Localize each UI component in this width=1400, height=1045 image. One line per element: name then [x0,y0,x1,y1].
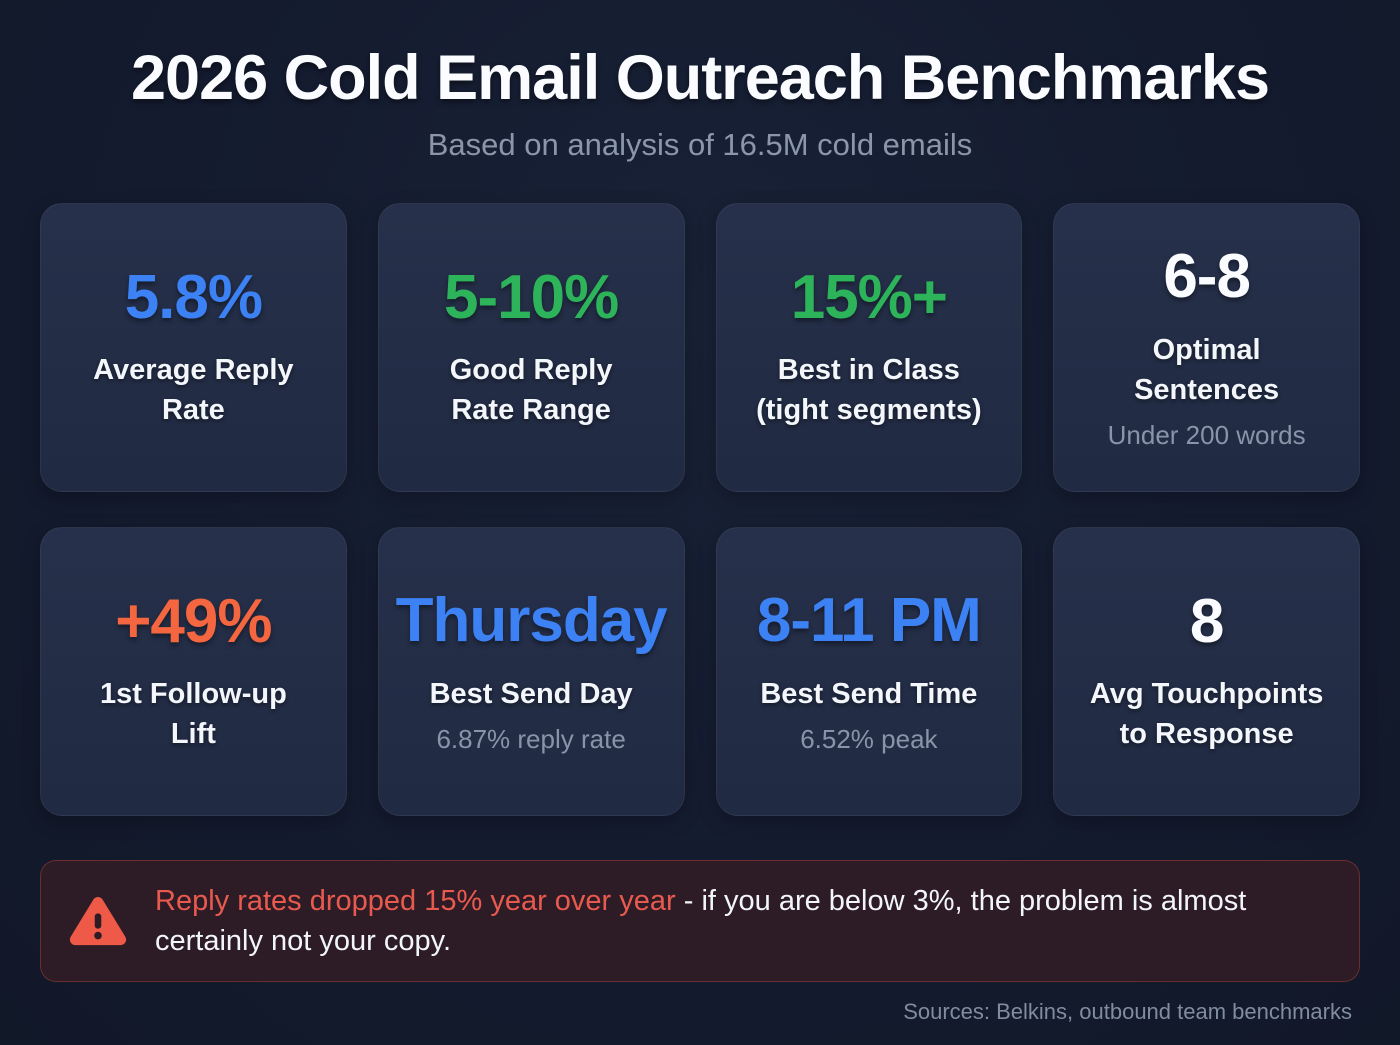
stat-card: 15%+ Best in Class (tight segments) [715,203,1023,492]
stat-card: 6-8 Optimal Sentences Under 200 words [1053,203,1360,492]
stat-label: Best Send Day [429,677,633,710]
stat-value: 8-11 PM [756,586,982,656]
stat-card-grid: 5.8% Average Reply Rate 5-10% Good Reply… [0,203,1400,816]
stat-value: 6-8 [1163,242,1251,312]
stat-label: Best Send Time [760,677,978,710]
stat-value: 5-10% [444,262,619,332]
stat-sub: Under 200 words [1107,419,1306,450]
stat-label: Average Reply Rate [93,354,294,427]
warning-rest-text: - if you are below 3%, the problem is al… [155,885,1247,958]
stat-card: 5-10% Good Reply Rate Range [377,203,685,492]
warning-banner: Reply rates dropped 15% year over year -… [40,860,1360,983]
stat-value: 15%+ [790,262,948,332]
sources-caption: Sources: Belkins, outbound team benchmar… [903,999,1352,1025]
stat-label: Avg Touchpoints to Response [1089,678,1324,751]
stat-label: Optimal Sentences [1134,333,1280,406]
page-title: 2026 Cold Email Outreach Benchmarks [131,43,1270,113]
stat-sub: 6.87% reply rate [436,723,626,754]
warning-text: Reply rates dropped 15% year over year -… [155,881,1329,961]
stat-card: 8 Avg Touchpoints to Response [1053,527,1360,816]
stat-value: Thursday [395,586,668,656]
stat-card: 8-11 PM Best Send Time 6.52% peak [715,527,1023,816]
stat-sub: 6.52% peak [800,723,938,754]
page-subtitle: Based on analysis of 16.5M cold emails [427,127,973,162]
stat-label: Good Reply Rate Range [449,354,613,427]
stat-card: Thursday Best Send Day 6.87% reply rate [377,527,685,816]
warning-triangle-icon [69,896,127,945]
stat-value: 8 [1189,586,1224,656]
stat-label: Best in Class (tight segments) [756,354,982,427]
warning-highlight-text: Reply rates dropped 15% year over year [155,885,676,917]
stat-card: 5.8% Average Reply Rate [40,203,347,492]
stat-value: +49% [115,586,272,656]
stat-card: +49% 1st Follow-up Lift [40,527,347,816]
stat-label: 1st Follow-up Lift [99,678,287,751]
stat-value: 5.8% [124,262,263,332]
